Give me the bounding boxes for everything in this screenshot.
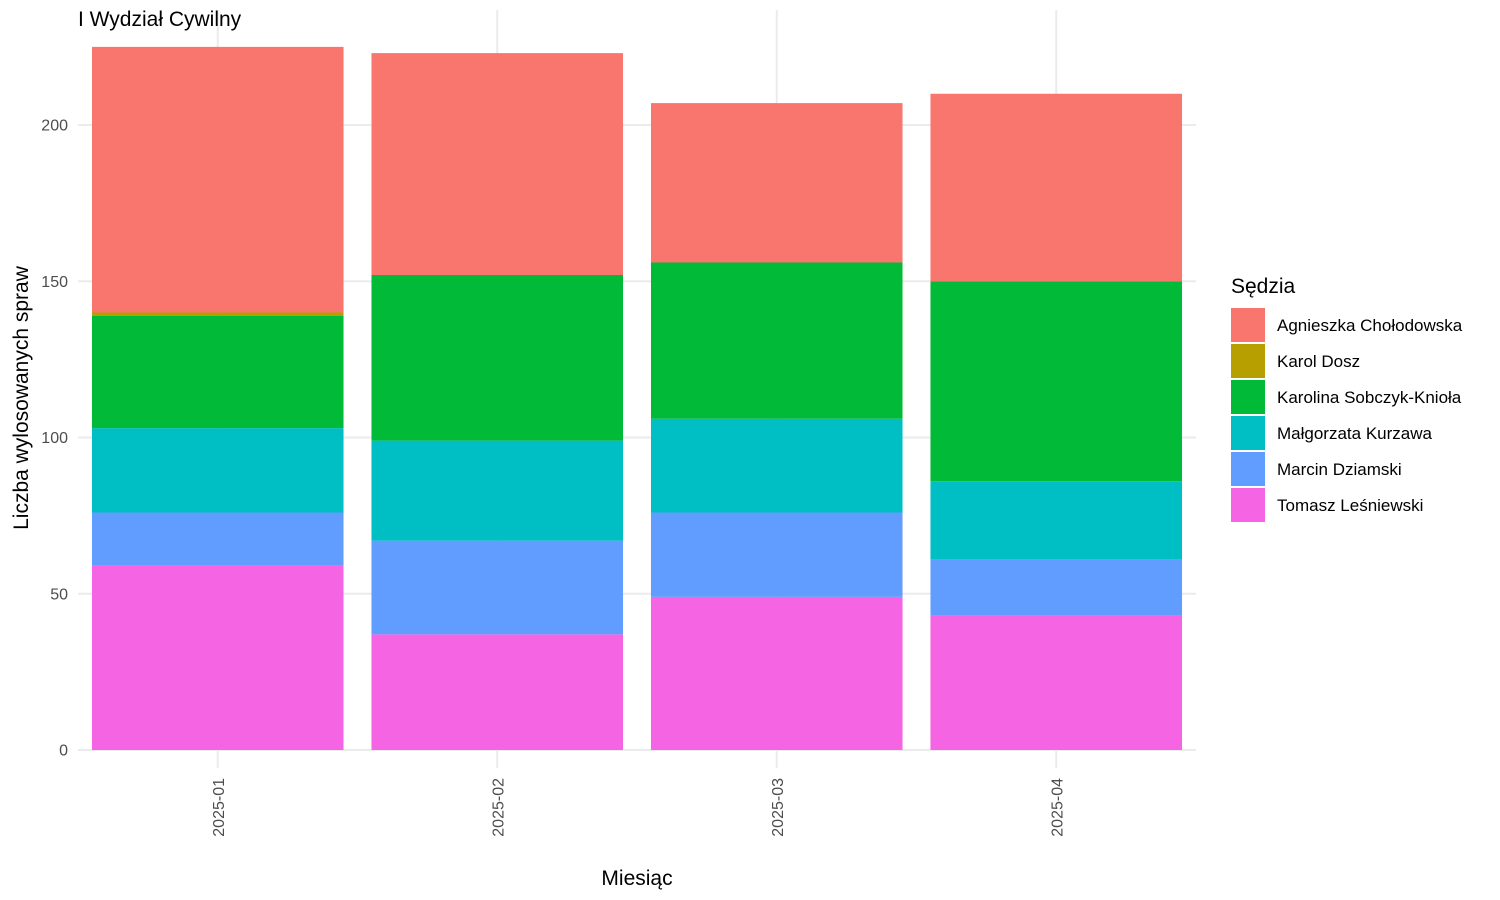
y-tick-label: 50 [50,586,68,603]
y-tick-label: 0 [59,743,68,760]
legend-title: Sędzia [1231,275,1296,298]
bar-segment [91,46,344,313]
bar-segment [91,312,344,316]
legend-label: Karolina Sobczyk-Knioła [1277,388,1462,407]
bar-segment [650,418,903,513]
bar-segment [930,481,1183,560]
legend-label: Marcin Dziamski [1277,460,1402,479]
legend-swatch [1231,488,1265,522]
legend-label: Małgorzata Kurzawa [1277,424,1433,443]
bar-segment [930,93,1183,282]
y-axis-title: Liczba wylosowanych spraw [10,265,33,530]
axis-layer: 0 50 100 150 200 2025-01 2025-02 2025-03 2025-04 [41,118,1066,837]
chart-title: I Wydział Cywilny [78,8,242,31]
legend-swatch [1231,416,1265,450]
legend-label: Karol Dosz [1277,352,1360,371]
bar-segment [371,53,624,275]
legend-label: Tomasz Leśniewski [1277,496,1423,515]
legend-items: Agnieszka Chołodowska Karol Dosz Karolina … [1231,308,1463,522]
y-tick-label: 150 [41,274,68,291]
bars-layer [91,46,1183,750]
legend-swatch [1231,344,1265,378]
bar-segment [930,281,1183,482]
bar-segment [91,428,344,513]
x-axis-title: Miesiąc [601,867,672,890]
bar-segment [371,275,624,441]
bar-segment [650,103,903,263]
bar-segment [650,512,903,597]
y-tick-label: 100 [41,430,68,447]
x-tick-label: 2025-03 [770,778,787,837]
bar-segment [91,315,344,429]
bar-segment [371,634,624,750]
legend-swatch [1231,452,1265,486]
bar-segment [91,565,344,750]
legend-swatch [1231,308,1265,342]
y-tick-label: 200 [41,118,68,135]
bar-segment [650,596,903,750]
bar-segment [930,559,1183,616]
bar-segment [930,615,1183,750]
x-tick-label: 2025-01 [211,778,228,837]
legend-swatch [1231,380,1265,414]
x-tick-label: 2025-02 [490,778,507,837]
x-tick-label: 2025-04 [1049,778,1066,837]
bar-segment [371,540,624,635]
legend: Sędzia Agnieszka Chołodowska Karol Dosz Ka… [1231,275,1463,522]
bar-segment [650,262,903,419]
bar-segment [371,440,624,541]
bar-segment [91,512,344,566]
legend-label: Agnieszka Chołodowska [1277,316,1463,335]
